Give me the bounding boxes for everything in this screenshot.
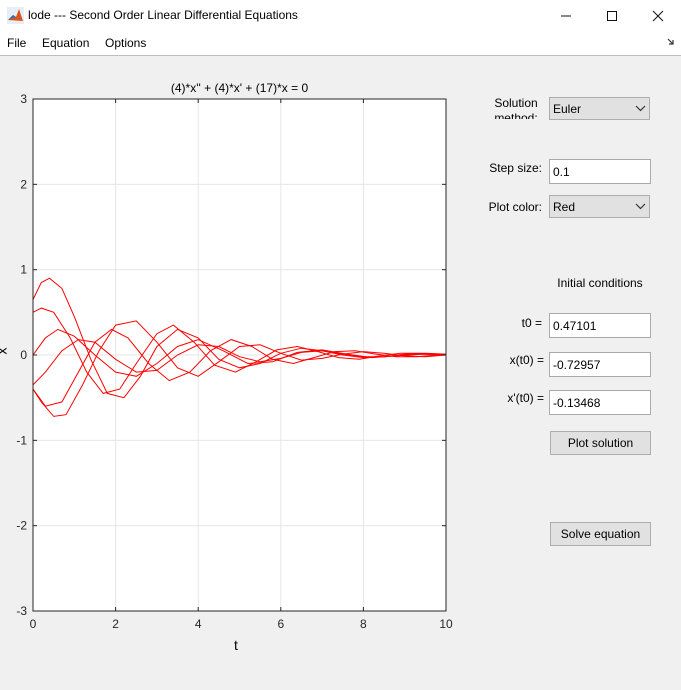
t0-input[interactable] [549, 313, 651, 338]
solution-method-value: Euler [553, 102, 582, 116]
x-tick-label: 10 [439, 617, 453, 631]
dock-arrow-icon[interactable] [667, 38, 675, 46]
plot-solution-button[interactable]: Plot solution [550, 431, 651, 455]
y-tick-label: 2 [20, 177, 27, 191]
initial-conditions-label: Initial conditions [557, 276, 643, 290]
dx0-input[interactable] [549, 390, 651, 415]
y-tick-label: -1 [16, 433, 27, 447]
x0-input[interactable] [549, 352, 651, 377]
y-tick-label: -2 [16, 519, 27, 533]
solve-equation-button[interactable]: Solve equation [550, 522, 651, 546]
minimize-icon [561, 15, 571, 17]
menu-bar: File Equation Options [0, 31, 681, 56]
plot-color-select[interactable]: Red [549, 195, 650, 218]
series-line-4 [32, 320, 447, 417]
x-tick-label: 8 [360, 617, 367, 631]
menu-options[interactable]: Options [105, 36, 147, 50]
title-bar: lode --- Second Order Linear Differentia… [0, 0, 681, 31]
minimize-button[interactable] [543, 0, 589, 31]
chevron-down-icon [631, 98, 649, 119]
step-size-input[interactable] [549, 159, 651, 184]
chevron-down-icon [631, 196, 649, 217]
maximize-icon [607, 10, 617, 21]
solution-method-label: Solution method: [494, 96, 538, 119]
close-icon [652, 10, 664, 22]
y-tick-label: 1 [20, 263, 27, 277]
step-size-label: Step size: [489, 161, 542, 175]
x-tick-label: 0 [30, 617, 37, 631]
x-tick-label: 4 [195, 617, 202, 631]
series-line-6 [32, 339, 447, 386]
x-tick-label: 6 [277, 617, 284, 631]
y-tick-label: 0 [20, 348, 27, 362]
x-axis-label: t [234, 637, 238, 653]
series-line-5 [32, 328, 446, 407]
maximize-button[interactable] [589, 0, 635, 31]
plot-title: (4)*x'' + (4)*x' + (17)*x = 0 [170, 81, 309, 95]
y-tick-label: 3 [20, 92, 27, 106]
x-tick-label: 2 [112, 617, 119, 631]
x0-label: x(t0) = [509, 353, 544, 367]
y-axis-label: x [0, 348, 10, 355]
y-tick-label: -3 [16, 604, 27, 618]
close-button[interactable] [635, 0, 681, 31]
t0-label: t0 = [521, 316, 542, 330]
matlab-app-icon [7, 7, 24, 24]
dx0-label: x'(t0) = [507, 391, 544, 405]
menu-equation[interactable]: Equation [42, 36, 90, 50]
solution-method-select[interactable]: Euler [549, 97, 650, 120]
window-title: lode --- Second Order Linear Differentia… [28, 8, 298, 22]
menu-file[interactable]: File [7, 36, 27, 50]
series-line-1 [32, 277, 447, 399]
plot-color-value: Red [553, 200, 576, 214]
plot-color-label: Plot color: [488, 200, 542, 214]
